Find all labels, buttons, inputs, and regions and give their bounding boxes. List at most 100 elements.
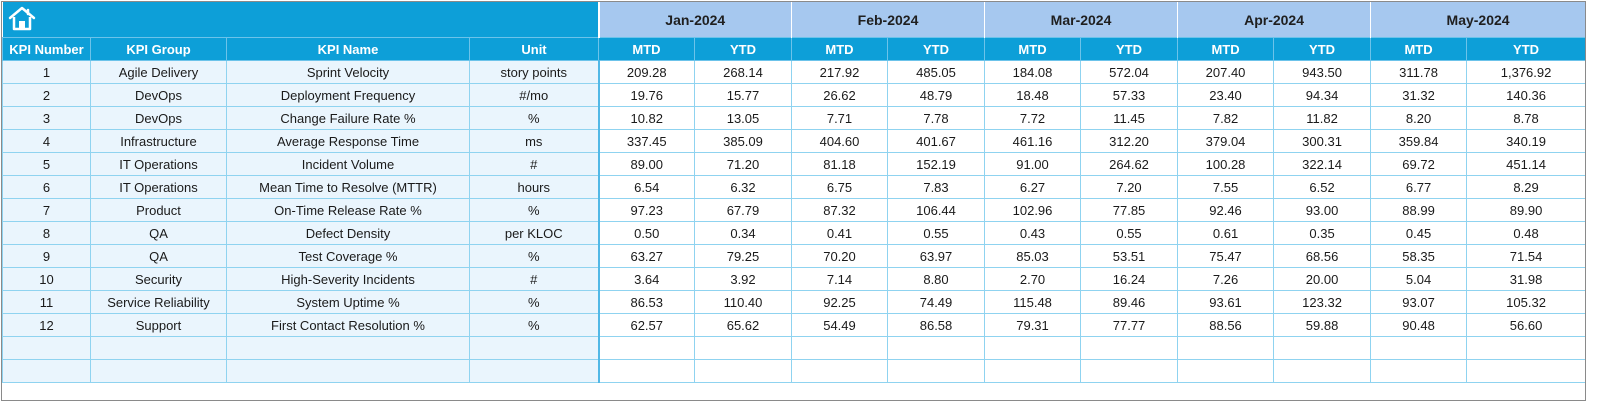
ytd-value-cell[interactable]: 7.20 bbox=[1080, 175, 1179, 199]
mtd-value-cell[interactable]: 7.82 bbox=[1177, 106, 1275, 130]
unit-cell[interactable]: % bbox=[469, 198, 599, 222]
ytd-value-cell[interactable]: 63.97 bbox=[886, 244, 986, 268]
mtd-value-cell[interactable]: 7.14 bbox=[791, 267, 888, 291]
col-header-ytd[interactable]: YTD bbox=[1273, 37, 1372, 61]
unit-cell[interactable]: % bbox=[469, 290, 599, 314]
ytd-value-cell[interactable] bbox=[1080, 336, 1179, 360]
mtd-value-cell[interactable]: 6.54 bbox=[597, 175, 695, 199]
mtd-value-cell[interactable]: 7.72 bbox=[984, 106, 1082, 130]
col-header-mtd[interactable]: MTD bbox=[791, 37, 888, 61]
ytd-value-cell[interactable]: 943.50 bbox=[1273, 60, 1372, 84]
ytd-value-cell[interactable] bbox=[886, 336, 986, 360]
mtd-value-cell[interactable] bbox=[1177, 336, 1275, 360]
unit-cell[interactable]: ms bbox=[469, 129, 599, 153]
ytd-value-cell[interactable]: 71.20 bbox=[694, 152, 792, 176]
mtd-value-cell[interactable]: 54.49 bbox=[791, 313, 888, 337]
mtd-value-cell[interactable]: 359.84 bbox=[1370, 129, 1468, 153]
kpi-number-cell[interactable]: 9 bbox=[2, 244, 91, 268]
mtd-value-cell[interactable]: 6.75 bbox=[791, 175, 888, 199]
ytd-value-cell[interactable]: 53.51 bbox=[1080, 244, 1179, 268]
kpi-group-cell[interactable]: QA bbox=[90, 244, 227, 268]
kpi-number-cell[interactable]: 4 bbox=[2, 129, 91, 153]
ytd-value-cell[interactable] bbox=[1466, 359, 1585, 383]
mtd-value-cell[interactable]: 0.61 bbox=[1177, 221, 1275, 245]
kpi-group-cell[interactable]: Product bbox=[90, 198, 227, 222]
unit-cell[interactable]: #/mo bbox=[469, 83, 599, 107]
col-header-unit[interactable]: Unit bbox=[469, 37, 599, 61]
kpi-group-cell[interactable]: DevOps bbox=[90, 106, 227, 130]
ytd-value-cell[interactable]: 0.55 bbox=[1080, 221, 1179, 245]
mtd-value-cell[interactable]: 93.07 bbox=[1370, 290, 1468, 314]
kpi-group-cell[interactable]: IT Operations bbox=[90, 175, 227, 199]
kpi-number-cell[interactable]: 8 bbox=[2, 221, 91, 245]
ytd-value-cell[interactable]: 16.24 bbox=[1080, 267, 1179, 291]
kpi-name-cell[interactable]: Defect Density bbox=[226, 221, 470, 245]
mtd-value-cell[interactable]: 88.99 bbox=[1370, 198, 1468, 222]
ytd-value-cell[interactable]: 322.14 bbox=[1273, 152, 1372, 176]
kpi-number-cell[interactable]: 6 bbox=[2, 175, 91, 199]
ytd-value-cell[interactable]: 65.62 bbox=[694, 313, 792, 337]
col-header-mtd[interactable]: MTD bbox=[598, 37, 695, 61]
mtd-value-cell[interactable]: 184.08 bbox=[984, 60, 1082, 84]
mtd-value-cell[interactable] bbox=[1370, 359, 1468, 383]
mtd-value-cell[interactable]: 6.77 bbox=[1370, 175, 1468, 199]
unit-cell[interactable] bbox=[469, 336, 599, 360]
ytd-value-cell[interactable]: 67.79 bbox=[694, 198, 792, 222]
mtd-value-cell[interactable]: 86.53 bbox=[597, 290, 695, 314]
ytd-value-cell[interactable]: 268.14 bbox=[694, 60, 792, 84]
ytd-value-cell[interactable]: 6.52 bbox=[1273, 175, 1372, 199]
mtd-value-cell[interactable]: 79.31 bbox=[984, 313, 1082, 337]
ytd-value-cell[interactable] bbox=[694, 359, 792, 383]
ytd-value-cell[interactable]: 8.29 bbox=[1466, 175, 1585, 199]
ytd-value-cell[interactable]: 74.49 bbox=[886, 290, 986, 314]
unit-cell[interactable]: # bbox=[469, 152, 599, 176]
mtd-value-cell[interactable]: 62.57 bbox=[597, 313, 695, 337]
ytd-value-cell[interactable]: 11.82 bbox=[1273, 106, 1372, 130]
mtd-value-cell[interactable]: 70.20 bbox=[791, 244, 888, 268]
mtd-value-cell[interactable]: 217.92 bbox=[791, 60, 888, 84]
mtd-value-cell[interactable]: 207.40 bbox=[1177, 60, 1275, 84]
ytd-value-cell[interactable]: 11.45 bbox=[1080, 106, 1179, 130]
ytd-value-cell[interactable]: 20.00 bbox=[1273, 267, 1372, 291]
kpi-group-cell[interactable]: Infrastructure bbox=[90, 129, 227, 153]
kpi-number-cell[interactable]: 2 bbox=[2, 83, 91, 107]
kpi-group-cell[interactable]: Security bbox=[90, 267, 227, 291]
ytd-value-cell[interactable]: 0.35 bbox=[1273, 221, 1372, 245]
col-header-ytd[interactable]: YTD bbox=[1466, 37, 1585, 61]
mtd-value-cell[interactable]: 26.62 bbox=[791, 83, 888, 107]
kpi-name-cell[interactable]: System Uptime % bbox=[226, 290, 470, 314]
ytd-value-cell[interactable]: 7.78 bbox=[886, 106, 986, 130]
mtd-value-cell[interactable]: 58.35 bbox=[1370, 244, 1468, 268]
col-header-kpi-name[interactable]: KPI Name bbox=[226, 37, 470, 61]
mtd-value-cell[interactable]: 209.28 bbox=[597, 60, 695, 84]
kpi-group-cell[interactable]: Support bbox=[90, 313, 227, 337]
ytd-value-cell[interactable]: 57.33 bbox=[1080, 83, 1179, 107]
kpi-number-cell[interactable]: 12 bbox=[2, 313, 91, 337]
mtd-value-cell[interactable]: 115.48 bbox=[984, 290, 1082, 314]
ytd-value-cell[interactable]: 79.25 bbox=[694, 244, 792, 268]
col-header-mtd[interactable]: MTD bbox=[984, 37, 1082, 61]
ytd-value-cell[interactable]: 94.34 bbox=[1273, 83, 1372, 107]
ytd-value-cell[interactable]: 89.46 bbox=[1080, 290, 1179, 314]
ytd-value-cell[interactable]: 93.00 bbox=[1273, 198, 1372, 222]
ytd-value-cell[interactable]: 77.85 bbox=[1080, 198, 1179, 222]
ytd-value-cell[interactable] bbox=[1466, 336, 1585, 360]
ytd-value-cell[interactable]: 300.31 bbox=[1273, 129, 1372, 153]
kpi-name-cell[interactable]: Average Response Time bbox=[226, 129, 470, 153]
mtd-value-cell[interactable]: 100.28 bbox=[1177, 152, 1275, 176]
unit-cell[interactable]: per KLOC bbox=[469, 221, 599, 245]
mtd-value-cell[interactable]: 0.50 bbox=[597, 221, 695, 245]
ytd-value-cell[interactable]: 6.32 bbox=[694, 175, 792, 199]
mtd-value-cell[interactable]: 2.70 bbox=[984, 267, 1082, 291]
kpi-number-cell[interactable]: 10 bbox=[2, 267, 91, 291]
unit-cell[interactable]: story points bbox=[469, 60, 599, 84]
mtd-value-cell[interactable]: 88.56 bbox=[1177, 313, 1275, 337]
ytd-value-cell[interactable]: 7.83 bbox=[886, 175, 986, 199]
ytd-value-cell[interactable]: 71.54 bbox=[1466, 244, 1585, 268]
ytd-value-cell[interactable] bbox=[1080, 359, 1179, 383]
mtd-value-cell[interactable]: 0.41 bbox=[791, 221, 888, 245]
ytd-value-cell[interactable]: 312.20 bbox=[1080, 129, 1179, 153]
unit-cell[interactable]: hours bbox=[469, 175, 599, 199]
ytd-value-cell[interactable] bbox=[1273, 359, 1372, 383]
mtd-value-cell[interactable]: 379.04 bbox=[1177, 129, 1275, 153]
